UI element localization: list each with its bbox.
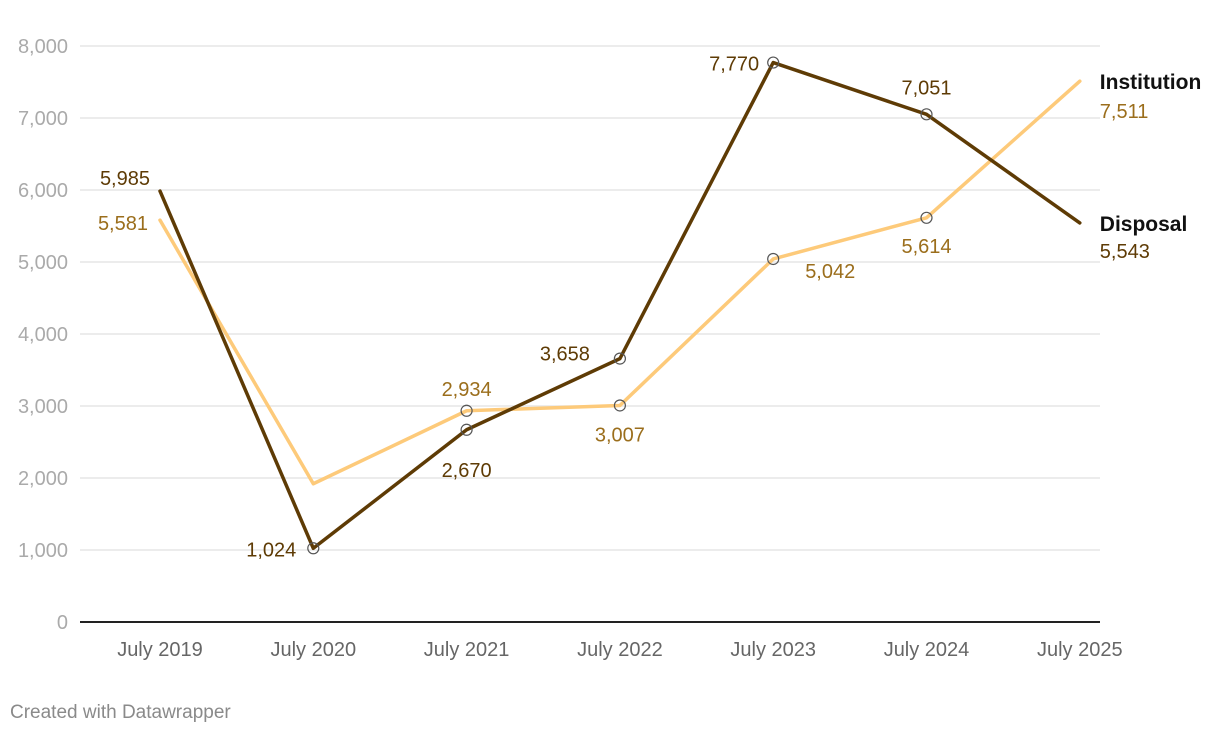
point-marker xyxy=(767,252,780,266)
y-tick-label: 0 xyxy=(57,612,68,634)
data-label: 7,511 xyxy=(1100,101,1149,123)
data-label: 3,658 xyxy=(540,344,590,366)
data-label: 2,670 xyxy=(442,460,492,482)
series-line-disposal xyxy=(158,60,1082,551)
data-label: 5,614 xyxy=(901,236,951,258)
point-markers xyxy=(307,56,933,555)
series-lines xyxy=(158,60,1082,551)
y-tick-label: 6,000 xyxy=(18,180,68,202)
point-marker xyxy=(767,56,780,69)
y-tick-label: 3,000 xyxy=(18,396,68,418)
series-label-institution: Institution xyxy=(1100,71,1201,94)
footer-credit: Created with Datawrapper xyxy=(10,702,231,723)
x-tick-label: July 2020 xyxy=(270,639,356,661)
y-tick-label: 4,000 xyxy=(18,324,68,346)
series-line-institution xyxy=(158,79,1082,486)
data-label: 5,581 xyxy=(98,213,148,235)
x-tick-label: July 2021 xyxy=(424,639,510,661)
grid-lines xyxy=(80,45,1100,623)
y-tick-label: 7,000 xyxy=(18,108,68,130)
x-tick-label: July 2019 xyxy=(117,639,203,661)
y-tick-label: 8,000 xyxy=(18,36,68,58)
point-marker xyxy=(460,404,473,417)
point-marker xyxy=(613,352,627,365)
x-axis-ticks: July 2019 July 2020 July 2021 July 2022 July… xyxy=(117,639,1122,661)
data-labels: 5,581 2,934 3,007 5,042 5,614 7,511 Institutio… xyxy=(98,54,1201,562)
data-label: 7,770 xyxy=(709,54,759,76)
series-label-disposal: Disposal xyxy=(1100,213,1188,236)
point-marker xyxy=(613,399,627,412)
y-axis-ticks: 0 1,000 2,000 3,000 4,000 5,000 6,000 7,000 8,00… xyxy=(18,36,68,634)
y-tick-label: 1,000 xyxy=(18,540,68,562)
y-tick-label: 2,000 xyxy=(18,468,68,490)
data-label: 7,051 xyxy=(901,77,951,99)
x-tick-label: July 2023 xyxy=(730,639,816,661)
data-label: 2,934 xyxy=(442,379,492,401)
data-label: 3,007 xyxy=(595,424,645,446)
point-marker xyxy=(920,211,933,224)
x-tick-label: July 2024 xyxy=(884,639,970,661)
point-marker xyxy=(460,423,473,436)
x-tick-label: July 2025 xyxy=(1037,639,1123,661)
point-marker xyxy=(920,108,933,121)
point-marker xyxy=(307,542,320,555)
data-label: 5,543 xyxy=(1100,241,1150,263)
data-label: 5,042 xyxy=(805,261,855,283)
y-tick-label: 5,000 xyxy=(18,252,68,274)
data-label: 1,024 xyxy=(246,539,296,561)
x-tick-label: July 2022 xyxy=(577,639,663,661)
data-label: 5,985 xyxy=(100,168,150,190)
